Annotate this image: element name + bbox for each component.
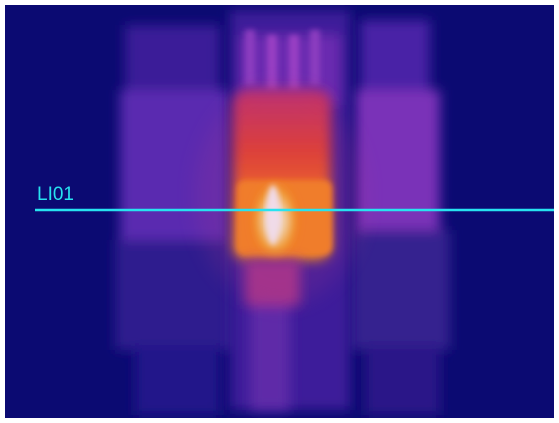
center-upper-terminals [245, 30, 320, 90]
thermal-image-frame: LI01 [5, 5, 554, 418]
measurement-line-label: LI01 [37, 184, 74, 205]
right-breaker-column [350, 20, 450, 415]
thermal-image [5, 5, 554, 418]
heat-halo [195, 85, 365, 305]
